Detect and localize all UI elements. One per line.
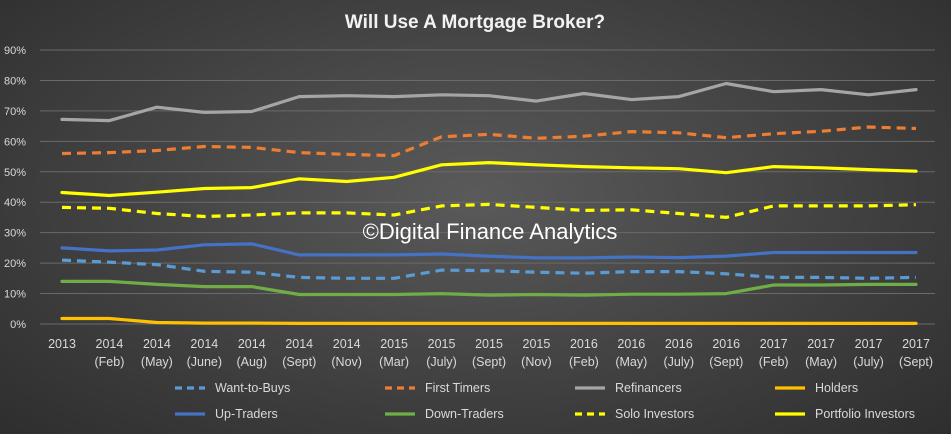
legend-item: Up-Traders (175, 407, 278, 421)
x-tick-month: (Feb) (569, 355, 599, 369)
legend-label: Refinancers (615, 381, 682, 395)
x-tick-year: 2015 (475, 337, 503, 351)
x-tick-year: 2015 (523, 337, 551, 351)
x-tick-year: 2015 (428, 337, 456, 351)
x-tick-month: (Feb) (95, 355, 125, 369)
legend-item: First Timers (385, 381, 490, 395)
y-tick-label: 70% (4, 106, 26, 118)
series-line-down-traders (60, 279, 918, 297)
x-tick-label: 2017 (Feb) (759, 337, 789, 369)
x-tick-label: 2014 (Aug) (236, 337, 267, 369)
x-tick-label: 2014 (Feb) (95, 337, 125, 369)
x-axis-ticks: 2013 2014 (Feb) 2014 (May) 2014 (June) 2014 (Aug… (48, 337, 933, 369)
x-tick-year: 2014 (238, 337, 266, 351)
legend-label: First Timers (425, 381, 490, 395)
x-tick-month: (Aug) (236, 355, 267, 369)
x-tick-year: 2014 (143, 337, 171, 351)
x-tick-year: 2016 (570, 337, 598, 351)
legend-item: Want-to-Buys (175, 381, 290, 395)
x-tick-year: 2017 (807, 337, 835, 351)
x-tick-label: 2014 (June) (187, 337, 222, 369)
legend-item: Refinancers (575, 381, 682, 395)
y-tick-label: 50% (4, 167, 26, 179)
x-tick-month: (July) (853, 355, 884, 369)
y-tick-label: 10% (4, 289, 26, 301)
legend-item: Solo Investors (575, 407, 694, 421)
x-tick-year: 2016 (712, 337, 740, 351)
series-lines (60, 81, 918, 325)
x-tick-year: 2016 (665, 337, 693, 351)
x-tick-label: 2016 (May) (615, 337, 647, 369)
legend-label: Want-to-Buys (215, 381, 290, 395)
x-tick-year: 2014 (333, 337, 361, 351)
y-tick-label: 60% (4, 136, 26, 148)
series-line-portfolio-investors (60, 161, 918, 198)
legend: Want-to-Buys First Timers Refinancers Holde… (175, 381, 915, 421)
series-line-refinancers (60, 81, 918, 123)
x-tick-label: 2014 (May) (141, 337, 173, 369)
y-axis-ticks: 0% 10% 20% 30% 40% 50% 60% 70% 80% 90% (4, 45, 26, 331)
x-tick-label: 2014 (Nov) (331, 337, 362, 369)
x-tick-month: (May) (805, 355, 837, 369)
x-tick-month: (Sept) (709, 355, 743, 369)
x-tick-label: 2017 (July) (853, 337, 884, 369)
x-tick-month: (Mar) (379, 355, 409, 369)
legend-item: Portfolio Investors (775, 407, 915, 421)
legend-label: Portfolio Investors (815, 407, 915, 421)
x-tick-label: 2015 (Mar) (379, 337, 409, 369)
x-tick-year: 2017 (855, 337, 883, 351)
chart-title: Will Use A Mortgage Broker? (345, 12, 605, 33)
gridlines (40, 49, 935, 325)
y-tick-label: 80% (4, 75, 26, 87)
legend-label: Solo Investors (615, 407, 694, 421)
x-tick-year: 2014 (190, 337, 218, 351)
x-tick-label: 2013 (48, 337, 76, 351)
x-tick-month: (May) (615, 355, 647, 369)
x-tick-label: 2015 (Sept) (472, 337, 506, 369)
x-tick-month: (June) (187, 355, 222, 369)
x-tick-label: 2016 (Feb) (569, 337, 599, 369)
x-tick-label: 2014 (Sept) (282, 337, 316, 369)
x-tick-year: 2013 (48, 337, 76, 351)
legend-item: Holders (775, 381, 858, 395)
x-tick-month: (Nov) (521, 355, 552, 369)
x-tick-label: 2017 (Sept) (899, 337, 933, 369)
x-tick-month: (May) (141, 355, 173, 369)
x-tick-year: 2016 (617, 337, 645, 351)
x-tick-label: 2015 (July) (426, 337, 457, 369)
x-tick-year: 2017 (760, 337, 788, 351)
x-tick-label: 2016 (Sept) (709, 337, 743, 369)
x-tick-month: (Sept) (472, 355, 506, 369)
x-tick-year: 2014 (96, 337, 124, 351)
x-tick-year: 2015 (380, 337, 408, 351)
x-tick-year: 2017 (902, 337, 930, 351)
watermark-text: ©Digital Finance Analytics (363, 219, 618, 244)
x-tick-label: 2016 (July) (663, 337, 694, 369)
legend-label: Holders (815, 381, 858, 395)
x-tick-month: (Nov) (331, 355, 362, 369)
x-tick-month: (Sept) (899, 355, 933, 369)
y-tick-label: 40% (4, 197, 26, 209)
y-tick-label: 20% (4, 258, 26, 270)
x-tick-year: 2014 (285, 337, 313, 351)
series-line-solo-investors (61, 202, 917, 219)
series-line-holders (60, 316, 918, 325)
x-tick-month: (July) (663, 355, 694, 369)
x-tick-month: (July) (426, 355, 457, 369)
y-tick-label: 90% (4, 45, 26, 57)
legend-label: Up-Traders (215, 407, 278, 421)
series-line-first-timers (61, 125, 917, 158)
x-tick-month: (Sept) (282, 355, 316, 369)
legend-label: Down-Traders (425, 407, 504, 421)
y-tick-label: 30% (4, 228, 26, 240)
x-tick-label: 2015 (Nov) (521, 337, 552, 369)
y-tick-label: 0% (10, 319, 26, 331)
x-tick-month: (Feb) (759, 355, 789, 369)
series-line-up-traders (60, 242, 918, 260)
series-line-want-to-buys (61, 258, 917, 280)
legend-item: Down-Traders (385, 407, 504, 421)
x-tick-label: 2017 (May) (805, 337, 837, 369)
